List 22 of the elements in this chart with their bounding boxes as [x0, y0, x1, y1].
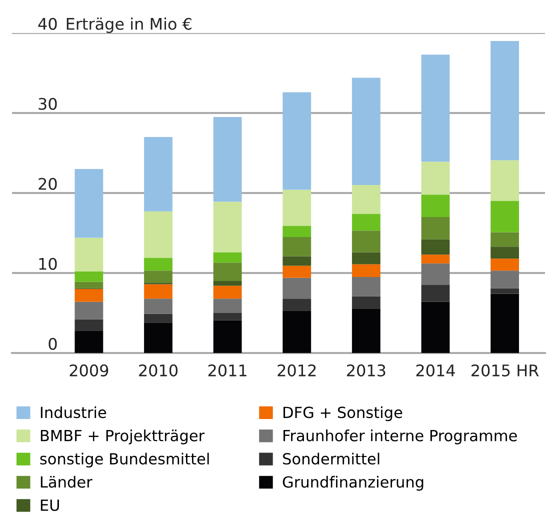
x-tick-label: 2012: [278, 364, 316, 376]
y-tick-label: 40: [38, 18, 57, 30]
y-tick-label: 10: [39, 258, 57, 270]
legend-label: sonstige Bundesmittel: [40, 452, 209, 468]
x-tick-label: 2014: [416, 364, 455, 376]
x-tick-label: 2011: [208, 364, 246, 376]
legend-label: Länder: [40, 476, 92, 488]
legend-label: Industrie: [40, 406, 106, 418]
y-tick-label: 0: [48, 338, 57, 350]
y-tick-label: 30: [38, 98, 57, 110]
chart-title: Erträge in Mio €: [66, 18, 192, 33]
legend-label: DFG + Sonstige: [284, 406, 402, 422]
x-tick-label: 2015 HR: [472, 364, 539, 376]
legend-label: Sondermittel: [283, 452, 380, 465]
x-tick-label: 2013: [347, 364, 386, 376]
y-tick-label: 20: [38, 178, 57, 190]
legend-label: EU: [40, 500, 59, 511]
legend-label: Fraunhofer interne Programme: [284, 430, 517, 444]
x-tick-label: 2010: [139, 364, 178, 376]
legend-label: BMBF + Projektträger: [40, 430, 205, 444]
legend-label: Grundfinanzierung: [282, 476, 424, 491]
x-tick-label: 2009: [70, 364, 108, 376]
